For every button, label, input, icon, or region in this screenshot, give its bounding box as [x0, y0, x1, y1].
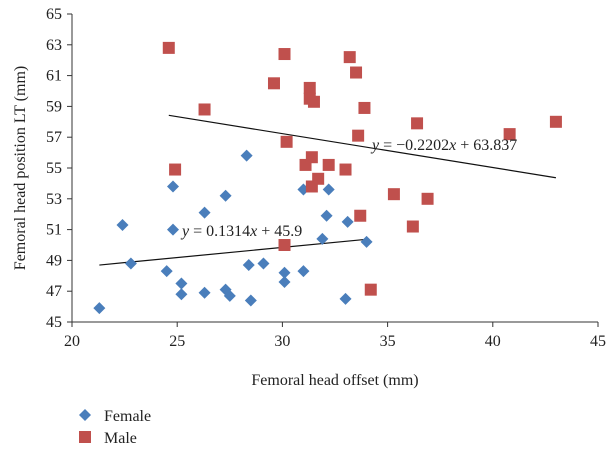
y-tick-label: 47 — [46, 283, 62, 300]
point-female — [198, 206, 211, 219]
eq-male-rest: + 63.837 — [456, 137, 517, 154]
point-male — [198, 103, 211, 116]
eq-female-x: x — [249, 223, 257, 240]
point-female — [198, 286, 211, 299]
point-male — [406, 220, 419, 233]
point-male — [303, 81, 316, 94]
point-female — [93, 302, 106, 315]
point-female — [166, 223, 179, 236]
eq-female-y: y — [180, 223, 190, 240]
legend-marker-male — [79, 431, 91, 443]
point-female — [175, 277, 188, 290]
point-female — [360, 235, 373, 248]
y-tick-label: 51 — [46, 222, 62, 239]
eq-female-rest: + 45.9 — [257, 223, 302, 240]
point-female — [278, 275, 291, 288]
point-male — [350, 66, 363, 79]
legend: Female Male — [79, 408, 151, 447]
point-female — [166, 180, 179, 193]
eq-female-eq: = 0.1314 — [189, 223, 250, 240]
point-male — [162, 41, 175, 54]
point-female — [339, 292, 352, 305]
point-male — [354, 209, 367, 222]
y-axis-title: Femoral head position LT (mm) — [12, 66, 29, 270]
y-tick-label: 61 — [46, 68, 62, 85]
point-male — [364, 283, 377, 296]
point-male — [307, 95, 320, 108]
legend-label-male: Male — [104, 430, 137, 447]
point-female — [316, 232, 329, 245]
point-male — [280, 135, 293, 148]
trendline-female — [99, 238, 367, 266]
y-tick-label: 57 — [46, 129, 62, 146]
point-female — [223, 289, 236, 302]
point-male — [343, 51, 356, 64]
point-male — [411, 117, 424, 130]
trendline-male — [168, 114, 557, 179]
point-female — [219, 189, 232, 202]
x-tick-label: 25 — [169, 333, 185, 350]
point-male — [387, 188, 400, 201]
x-tick-label: 45 — [590, 333, 606, 350]
point-female — [257, 257, 270, 270]
eq-male-y: y — [370, 137, 380, 154]
ticks: 20 25 30 35 40 45 45 47 49 51 53 55 57 59 61 63 65 — [46, 6, 606, 350]
y-tick-label: 45 — [46, 314, 62, 331]
point-male — [339, 163, 352, 176]
legend-label-female: Female — [104, 408, 151, 425]
point-male — [503, 128, 516, 141]
point-female — [124, 257, 137, 270]
point-male — [322, 158, 335, 171]
y-tick-label: 65 — [46, 6, 62, 23]
data-points — [93, 41, 562, 315]
eq-male-x: x — [448, 137, 456, 154]
point-male — [549, 115, 562, 128]
y-tick-label: 49 — [46, 252, 62, 269]
x-tick-label: 30 — [274, 333, 290, 350]
point-female — [240, 149, 253, 162]
point-female — [320, 209, 333, 222]
point-female — [322, 183, 335, 196]
trendline-equations: y = −0.2202x + 63.837 y = 0.1314x + 45.9 — [180, 137, 517, 240]
y-tick-label: 55 — [46, 160, 62, 177]
point-female — [116, 218, 129, 231]
y-tick-label: 59 — [46, 98, 62, 115]
point-male — [278, 48, 291, 61]
point-female — [341, 215, 354, 228]
eq-male-eq: = −0.2202 — [379, 137, 449, 154]
point-male — [421, 192, 434, 205]
x-tick-label: 35 — [380, 333, 396, 350]
point-female — [160, 265, 173, 278]
point-female — [175, 288, 188, 301]
point-female — [278, 266, 291, 279]
point-male — [358, 101, 371, 114]
point-male — [305, 151, 318, 164]
point-male — [278, 239, 291, 251]
axes — [71, 14, 598, 323]
point-female — [242, 259, 255, 272]
point-male — [312, 172, 325, 185]
y-tick-label: 53 — [46, 191, 62, 208]
legend-marker-female — [79, 409, 91, 421]
y-tick-label: 63 — [46, 37, 62, 54]
point-male — [352, 129, 365, 142]
point-male — [267, 77, 280, 90]
x-tick-label: 40 — [485, 333, 501, 350]
point-female — [244, 294, 257, 307]
x-tick-label: 20 — [64, 333, 80, 350]
x-axis-title: Femoral head offset (mm) — [251, 372, 418, 389]
female-trendline-equation: y = 0.1314x + 45.9 — [180, 223, 302, 240]
point-female — [297, 265, 310, 278]
point-male — [169, 163, 182, 176]
male-trendline-equation: y = −0.2202x + 63.837 — [370, 137, 517, 154]
